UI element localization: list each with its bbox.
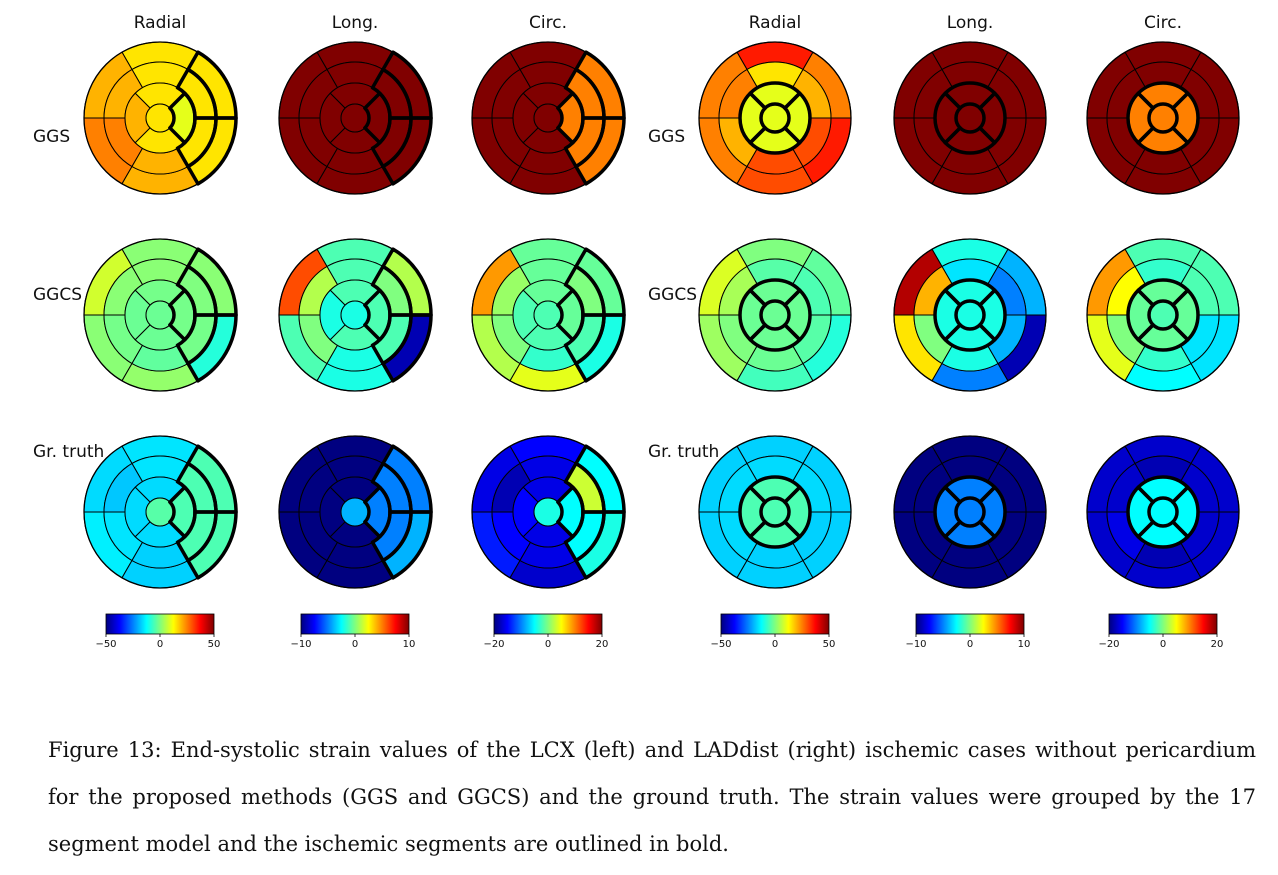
ischemic-outline bbox=[1171, 288, 1200, 342]
colorbar-tick-label: 10 bbox=[403, 639, 416, 650]
ischemic-outline bbox=[556, 91, 585, 145]
colorbar-tick-label: 50 bbox=[208, 639, 221, 650]
outer-ring bbox=[698, 435, 852, 589]
outer-ring bbox=[698, 238, 852, 392]
row-label: GGS bbox=[648, 127, 685, 147]
ischemic-outline bbox=[1171, 485, 1200, 539]
colorbar bbox=[493, 613, 603, 635]
colorbar-tick-label: −10 bbox=[905, 639, 926, 650]
column-title: Long. bbox=[947, 13, 994, 33]
bullseye-plot bbox=[893, 41, 1047, 195]
colorbar-tick-label: −50 bbox=[95, 639, 116, 650]
colorbar-tick-label: 0 bbox=[967, 639, 973, 650]
bullseye-plot bbox=[1086, 41, 1240, 195]
bullseye-plot bbox=[278, 435, 433, 589]
outer-ring bbox=[1086, 41, 1240, 195]
outer-ring bbox=[83, 435, 237, 589]
outer-ring bbox=[893, 238, 1047, 392]
bullseye-plot bbox=[893, 238, 1047, 392]
ischemic-outline bbox=[363, 288, 392, 342]
ischemic-outline bbox=[978, 485, 1007, 539]
outer-ring bbox=[1086, 435, 1240, 589]
ischemic-outline bbox=[168, 288, 197, 342]
bullseye-plot bbox=[1086, 435, 1240, 589]
bullseye-plot bbox=[278, 41, 433, 195]
ischemic-outline bbox=[556, 485, 585, 539]
figure-caption: Figure 13: End-systolic strain values of… bbox=[48, 738, 1256, 856]
outer-ring bbox=[1086, 238, 1240, 392]
column-title: Circ. bbox=[529, 13, 567, 33]
ischemic-outline bbox=[168, 91, 197, 145]
column-title: Long. bbox=[332, 13, 379, 33]
column-title: Circ. bbox=[1144, 13, 1182, 33]
ischemic-outline bbox=[783, 91, 812, 145]
ischemic-outline bbox=[1171, 91, 1200, 145]
outer-ring bbox=[471, 41, 625, 195]
colorbar bbox=[720, 613, 830, 635]
outer-ring bbox=[471, 238, 625, 392]
bullseye-plot bbox=[698, 435, 852, 589]
colorbar bbox=[915, 613, 1025, 635]
ischemic-outline bbox=[978, 288, 1007, 342]
bullseye-plot bbox=[278, 238, 433, 392]
outer-ring bbox=[471, 435, 625, 589]
ischemic-outline bbox=[363, 485, 392, 539]
colorbar-tick-label: 0 bbox=[352, 639, 358, 650]
ischemic-outline bbox=[783, 288, 812, 342]
outer-ring bbox=[83, 41, 237, 195]
outer-ring bbox=[83, 238, 237, 392]
bullseye-plot bbox=[698, 41, 852, 195]
row-label: Gr. truth bbox=[33, 442, 104, 462]
colorbar-tick-label: 0 bbox=[1160, 639, 1166, 650]
bullseye-plot bbox=[1086, 238, 1240, 392]
outer-ring bbox=[278, 435, 432, 589]
colorbar-tick-label: 0 bbox=[772, 639, 778, 650]
column-title: Radial bbox=[749, 13, 802, 33]
row-label: Gr. truth bbox=[648, 442, 719, 462]
outer-ring bbox=[893, 435, 1047, 589]
colorbar-tick-label: 50 bbox=[823, 639, 836, 650]
bullseye-plot bbox=[471, 435, 626, 589]
outer-ring bbox=[893, 41, 1047, 195]
colorbar-tick-label: 10 bbox=[1018, 639, 1031, 650]
ischemic-outline bbox=[363, 91, 392, 145]
bullseye-plot bbox=[471, 238, 626, 392]
bullseye-plot bbox=[698, 238, 852, 392]
outer-ring bbox=[278, 238, 432, 392]
ischemic-outline bbox=[783, 485, 812, 539]
ischemic-outline bbox=[168, 485, 197, 539]
colorbar bbox=[105, 613, 215, 635]
outer-ring bbox=[278, 41, 432, 195]
colorbar-tick-label: 0 bbox=[545, 639, 551, 650]
colorbar-tick-label: −50 bbox=[710, 639, 731, 650]
colorbar-tick-label: −10 bbox=[290, 639, 311, 650]
ischemic-outline bbox=[556, 288, 585, 342]
colorbar-tick-label: 0 bbox=[157, 639, 163, 650]
colorbar-tick-label: 20 bbox=[596, 639, 609, 650]
colorbar-tick-label: 20 bbox=[1211, 639, 1224, 650]
colorbar bbox=[1108, 613, 1218, 635]
column-title: Radial bbox=[134, 13, 187, 33]
colorbar-tick-label: −20 bbox=[483, 639, 504, 650]
colorbar-tick-label: −20 bbox=[1098, 639, 1119, 650]
bullseye-plot bbox=[83, 238, 238, 392]
colorbar bbox=[300, 613, 410, 635]
outer-ring bbox=[698, 41, 852, 195]
row-label: GGCS bbox=[33, 285, 82, 305]
bullseye-plot bbox=[893, 435, 1047, 589]
bullseye-plot bbox=[83, 435, 238, 589]
bullseye-figure: Radial −50 0 50 Long. −10 0 10 Circ. −20 0 20 Radial… bbox=[33, 13, 1240, 650]
bullseye-plot bbox=[83, 41, 238, 195]
row-label: GGCS bbox=[648, 285, 697, 305]
row-label: GGS bbox=[33, 127, 70, 147]
ischemic-outline bbox=[978, 91, 1007, 145]
bullseye-plot bbox=[471, 41, 626, 195]
